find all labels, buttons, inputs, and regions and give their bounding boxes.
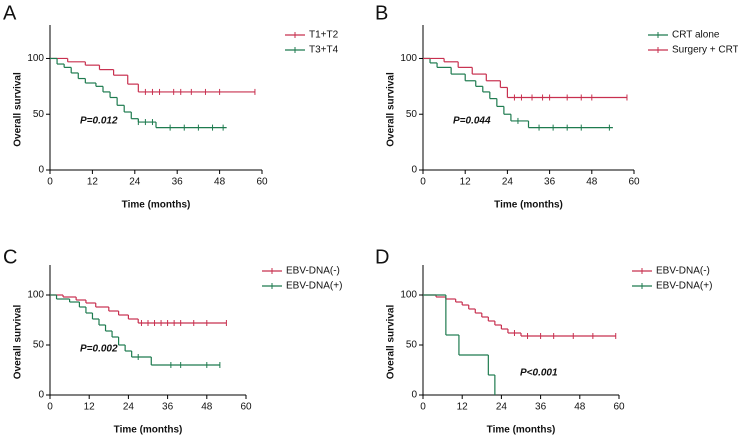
x-tick-label: 36 <box>162 402 174 413</box>
x-tick-label: 24 <box>123 402 135 413</box>
x-axis-label: Time (months) <box>494 200 563 211</box>
x-axis-label: Time (months) <box>122 200 191 211</box>
y-axis-label: Overall survival <box>13 305 24 380</box>
annotation: P=0.044 <box>453 116 491 127</box>
x-tick-label: 36 <box>172 177 184 188</box>
x-tick-label: 24 <box>129 177 141 188</box>
y-tick-label: 0 <box>411 390 417 401</box>
x-tick-label: 48 <box>201 402 213 413</box>
y-tick-label: 100 <box>400 290 417 301</box>
x-tick-label: 60 <box>628 177 640 188</box>
y-tick-label: 0 <box>411 165 417 176</box>
x-axis-label: Time (months) <box>487 425 556 436</box>
y-axis-label: Overall survival <box>13 72 24 147</box>
legend-label: Surgery + CRT <box>672 45 738 56</box>
annotation: P<0.001 <box>520 368 558 379</box>
x-tick-label: 60 <box>240 402 252 413</box>
legend-label: CRT alone <box>672 30 720 41</box>
y-tick-label: 100 <box>400 53 417 64</box>
legend-label: EBV-DNA(+) <box>286 281 342 292</box>
legend-label: EBV-DNA(-) <box>286 266 340 277</box>
panel-label: B <box>375 2 388 24</box>
x-tick-label: 0 <box>47 402 53 413</box>
annotation: P=0.002 <box>80 344 118 355</box>
y-tick-label: 50 <box>406 340 418 351</box>
y-tick-label: 50 <box>406 109 418 120</box>
x-tick-label: 0 <box>420 177 426 188</box>
y-tick-label: 0 <box>38 165 44 176</box>
x-tick-label: 24 <box>502 177 514 188</box>
x-axis-label: Time (months) <box>114 425 183 436</box>
y-tick-label: 100 <box>27 290 44 301</box>
x-tick-label: 0 <box>420 402 426 413</box>
y-axis-label: Overall survival <box>386 305 397 380</box>
legend-label: EBV-DNA(-) <box>656 266 710 277</box>
x-tick-label: 60 <box>256 177 268 188</box>
x-tick-label: 12 <box>87 177 99 188</box>
x-tick-label: 12 <box>457 402 469 413</box>
x-tick-label: 36 <box>535 402 547 413</box>
y-axis-label: Overall survival <box>386 72 397 147</box>
x-tick-label: 48 <box>586 177 598 188</box>
panel-label: C <box>3 246 17 268</box>
x-tick-label: 60 <box>613 402 625 413</box>
x-tick-label: 48 <box>574 402 586 413</box>
panel-label: A <box>3 2 17 24</box>
y-tick-label: 50 <box>33 109 45 120</box>
x-tick-label: 12 <box>84 402 96 413</box>
annotation: P=0.012 <box>80 116 118 127</box>
y-tick-label: 100 <box>27 53 44 64</box>
panel-label: D <box>375 246 389 268</box>
x-tick-label: 36 <box>544 177 556 188</box>
legend-label: EBV-DNA(+) <box>656 281 712 292</box>
x-tick-label: 0 <box>47 177 53 188</box>
y-tick-label: 50 <box>33 340 45 351</box>
x-tick-label: 24 <box>496 402 508 413</box>
x-tick-label: 48 <box>214 177 226 188</box>
y-tick-label: 0 <box>38 390 44 401</box>
x-tick-label: 12 <box>460 177 472 188</box>
legend-label: T1+T2 <box>309 30 339 41</box>
legend-label: T3+T4 <box>309 45 339 56</box>
